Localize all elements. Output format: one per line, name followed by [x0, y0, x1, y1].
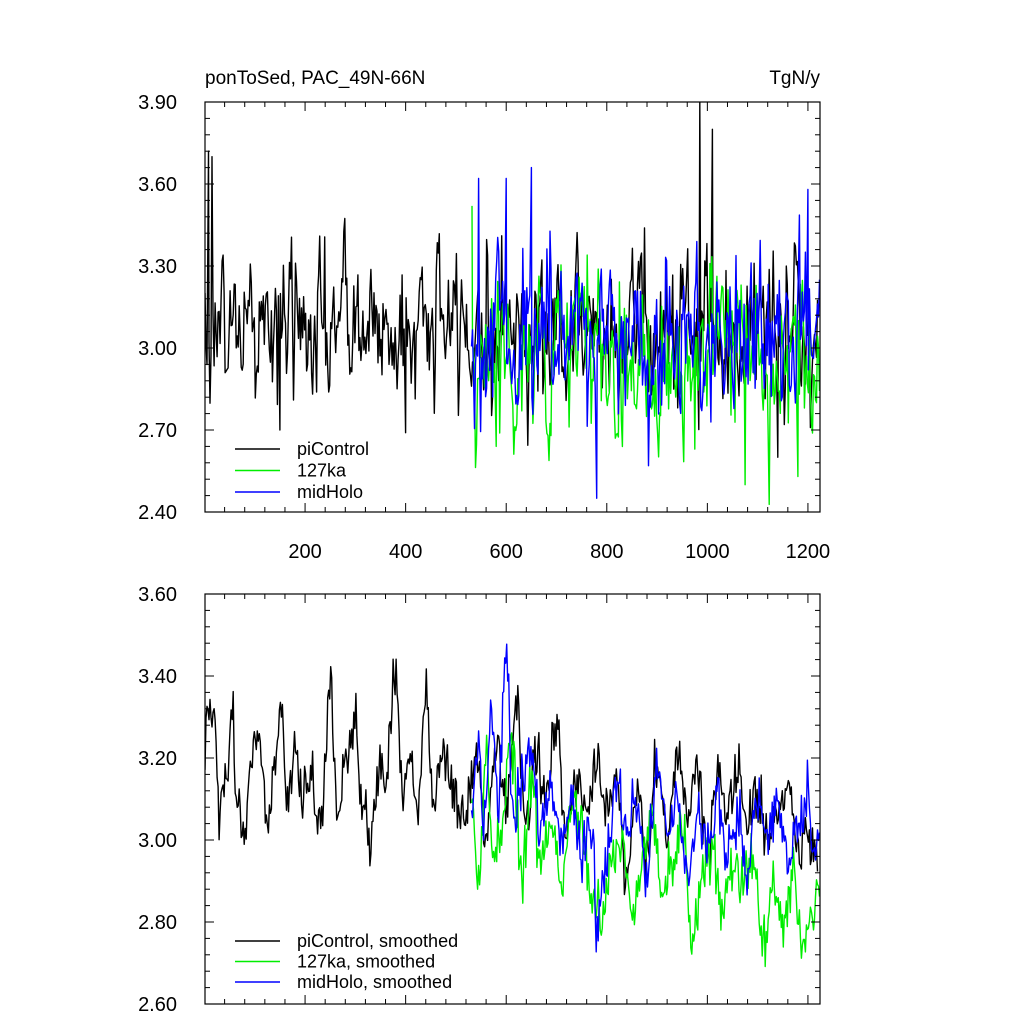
legend-label: 127ka, smoothed	[297, 952, 435, 972]
x-tick-label: 800	[590, 541, 623, 563]
series-line-midholo	[470, 166, 820, 499]
x-tick-label: 600	[490, 541, 523, 563]
x-tick-label: 1200	[786, 541, 831, 563]
top-panel-axes: 200 400 600 800 1000 1200 2.40 2.70 3.00 3.30 3.60…	[138, 92, 830, 563]
y-tick-label: 3.60	[138, 584, 177, 606]
plot-frame	[204, 101, 821, 513]
legend-label: piControl, smoothed	[297, 931, 458, 951]
legend-label: midHolo, smoothed	[297, 972, 452, 992]
y-tick-label: 2.40	[138, 502, 177, 524]
series-line-picontrol	[205, 102, 819, 458]
bottom-panel-series	[205, 643, 820, 968]
x-tick-label: 400	[389, 541, 422, 563]
series-line-127ka-smoothed	[470, 732, 820, 968]
bottom-panel-axes: 2.60 2.80 3.00 3.20 3.40 3.60	[138, 584, 821, 1016]
y-tick-label: 3.00	[138, 830, 177, 852]
bottom-panel: 2.60 2.80 3.00 3.20 3.40 3.60 piControl, smoo…	[138, 584, 821, 1016]
y-tick-label: 2.70	[138, 420, 177, 442]
legend-label: midHolo	[297, 482, 363, 502]
plot-frame	[204, 593, 821, 1005]
y-tick-label: 3.60	[138, 174, 177, 196]
top-panel-title-right: TgN/y	[769, 68, 820, 89]
legend-label: piControl	[297, 439, 369, 459]
series-line-midholo-smoothed	[470, 643, 820, 953]
legend-label: 127ka	[297, 461, 347, 481]
top-panel-title-left: ponToSed, PAC_49N-66N	[205, 68, 425, 89]
y-tick-label: 3.90	[138, 92, 177, 114]
x-tick-label: 1000	[685, 541, 730, 563]
y-tick-label: 3.00	[138, 338, 177, 360]
top-panel: ponToSed, PAC_49N-66N TgN/y 200 400 600 800…	[138, 68, 830, 563]
x-tick-label: 200	[288, 541, 321, 563]
y-tick-label: 3.40	[138, 666, 177, 688]
y-tick-label: 3.20	[138, 748, 177, 770]
y-tick-label: 3.30	[138, 256, 177, 278]
y-tick-label: 2.80	[138, 912, 177, 934]
y-tick-label: 2.60	[138, 994, 177, 1016]
top-panel-series	[205, 102, 820, 506]
